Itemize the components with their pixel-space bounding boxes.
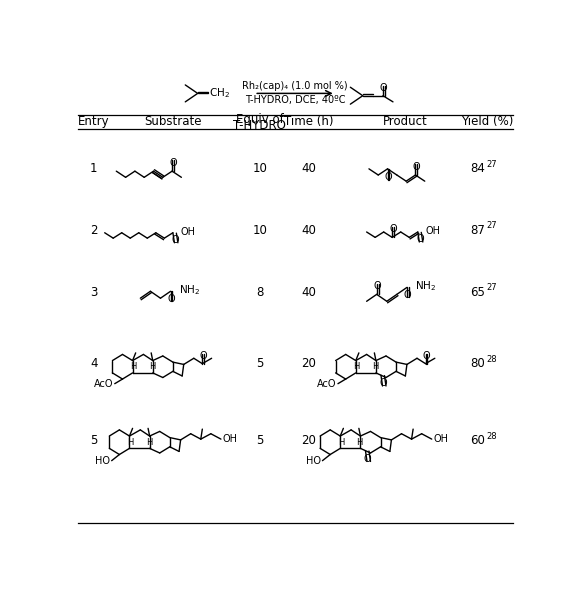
Text: 5: 5 — [256, 357, 263, 370]
Text: T-HYDRO, DCE, 40ºC: T-HYDRO, DCE, 40ºC — [245, 96, 345, 105]
Text: 2: 2 — [90, 224, 98, 237]
Text: 1: 1 — [90, 162, 98, 175]
Text: Equiv of: Equiv of — [236, 113, 283, 126]
Text: AcO: AcO — [317, 379, 336, 388]
Text: 27: 27 — [486, 221, 497, 231]
Text: 27: 27 — [486, 283, 497, 292]
Text: O: O — [169, 158, 177, 168]
Text: O: O — [389, 224, 397, 234]
Text: H: H — [353, 362, 359, 371]
Text: OH: OH — [181, 227, 196, 237]
Text: OH: OH — [433, 434, 448, 444]
Text: OH: OH — [425, 226, 440, 236]
Text: Rh₂(cap)₄ (1.0 mol %): Rh₂(cap)₄ (1.0 mol %) — [242, 82, 348, 91]
Text: H: H — [372, 362, 379, 371]
Text: O: O — [416, 234, 424, 244]
Text: HO: HO — [306, 456, 321, 466]
Text: 40: 40 — [301, 286, 316, 298]
Text: O: O — [171, 235, 179, 245]
Text: 20: 20 — [301, 357, 316, 370]
Text: 80: 80 — [470, 357, 485, 370]
Text: 40: 40 — [301, 224, 316, 237]
Text: O: O — [422, 352, 430, 361]
Text: 84: 84 — [470, 162, 485, 175]
Text: 3: 3 — [90, 286, 98, 298]
Text: Time (h): Time (h) — [284, 116, 334, 128]
Text: HO: HO — [95, 456, 110, 466]
Text: OH: OH — [223, 434, 238, 444]
Text: 28: 28 — [486, 431, 497, 440]
Text: 65: 65 — [470, 286, 485, 298]
Text: O: O — [380, 378, 387, 388]
Text: AcO: AcO — [93, 379, 113, 388]
Text: Yield (%): Yield (%) — [460, 116, 513, 128]
Text: 5: 5 — [90, 434, 98, 447]
Text: Substrate: Substrate — [144, 116, 201, 128]
Text: 20: 20 — [301, 434, 316, 447]
Text: O: O — [380, 83, 388, 93]
Text: 87: 87 — [470, 224, 485, 237]
Text: O: O — [167, 293, 175, 304]
Text: 60: 60 — [470, 434, 485, 447]
Text: H: H — [149, 362, 155, 371]
Text: H: H — [338, 437, 344, 446]
Text: 8: 8 — [256, 286, 263, 298]
Text: H: H — [130, 362, 137, 371]
Text: 40: 40 — [301, 162, 316, 175]
Text: Product: Product — [383, 116, 428, 128]
Text: O: O — [374, 281, 381, 291]
Text: 5: 5 — [256, 434, 263, 447]
Text: O: O — [404, 290, 411, 299]
Text: 28: 28 — [486, 355, 497, 364]
Text: NH$_2$: NH$_2$ — [179, 283, 200, 296]
Text: 4: 4 — [90, 357, 98, 370]
Text: 10: 10 — [252, 224, 267, 237]
Text: O: O — [364, 454, 372, 464]
Text: 10: 10 — [252, 162, 267, 175]
Text: H: H — [357, 437, 363, 446]
Text: 27: 27 — [486, 160, 497, 169]
Text: O: O — [413, 162, 420, 172]
Text: O: O — [384, 172, 392, 182]
Text: Entry: Entry — [78, 116, 110, 128]
Text: O: O — [199, 352, 207, 361]
Text: NH$_2$: NH$_2$ — [415, 279, 437, 293]
Text: H: H — [127, 437, 133, 446]
Text: H: H — [145, 437, 152, 446]
Text: T-HYDRO: T-HYDRO — [233, 119, 286, 132]
Text: CH$_2$: CH$_2$ — [208, 87, 230, 100]
